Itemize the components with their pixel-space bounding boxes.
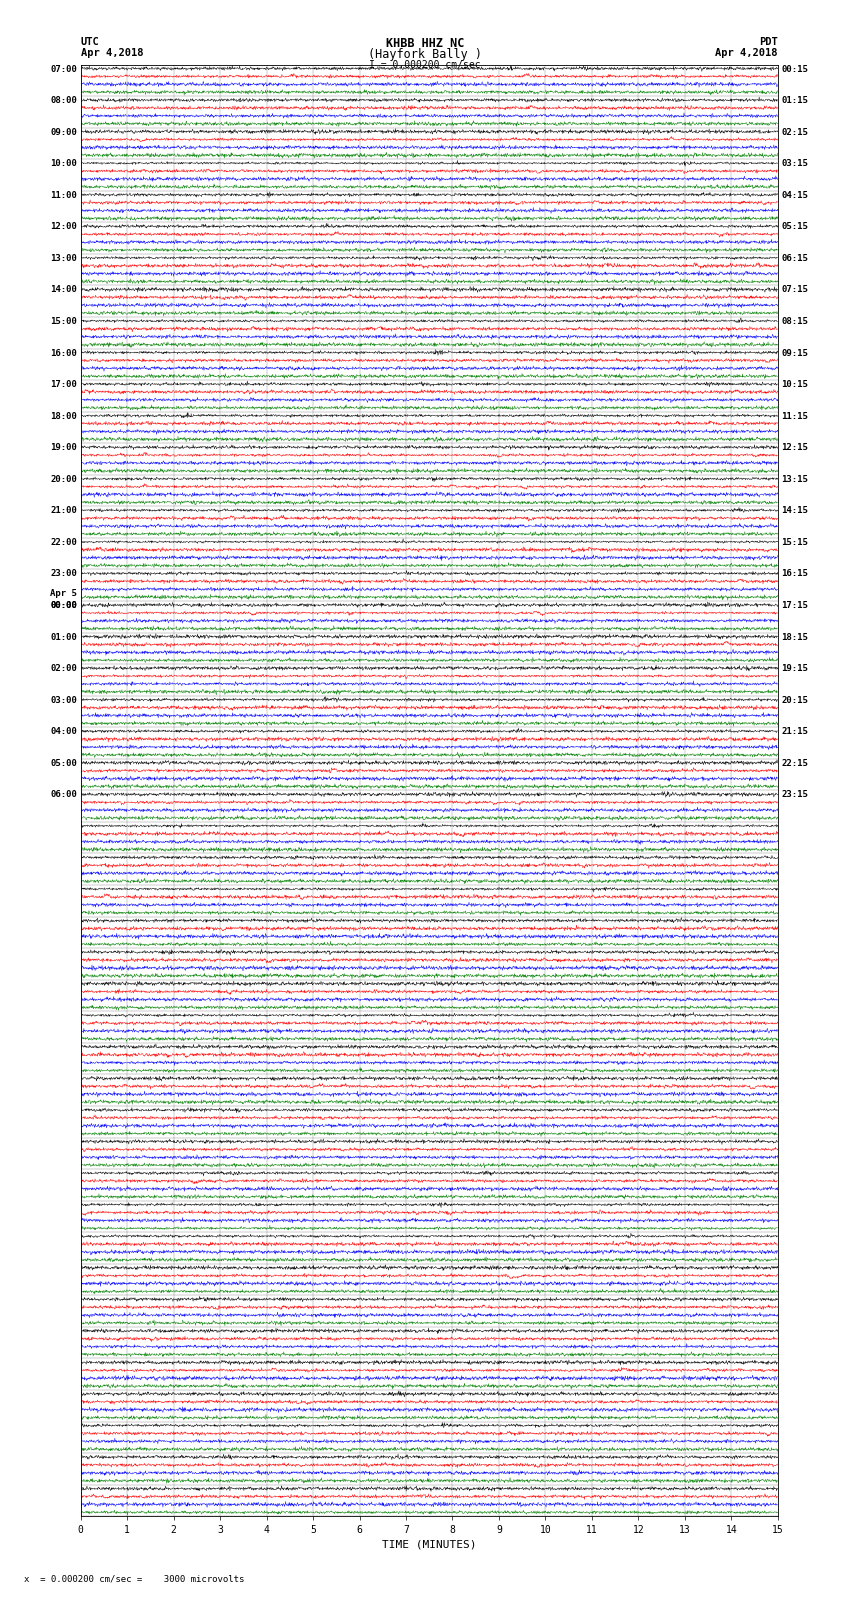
Text: Apr 4,2018: Apr 4,2018: [81, 48, 144, 58]
Text: 14:00: 14:00: [50, 286, 77, 295]
Text: 00:00: 00:00: [50, 602, 77, 610]
Text: 16:15: 16:15: [781, 569, 808, 579]
Text: Apr 5: Apr 5: [50, 589, 77, 598]
Text: 13:00: 13:00: [50, 253, 77, 263]
Text: 01:15: 01:15: [781, 97, 808, 105]
Text: 09:15: 09:15: [781, 348, 808, 358]
Text: 07:15: 07:15: [781, 286, 808, 295]
Text: 00:15: 00:15: [781, 65, 808, 74]
Text: 03:00: 03:00: [50, 695, 77, 705]
Text: 01:00: 01:00: [50, 632, 77, 642]
Text: 11:00: 11:00: [50, 190, 77, 200]
Text: 17:15: 17:15: [781, 602, 808, 610]
Text: PDT: PDT: [759, 37, 778, 47]
Text: 21:00: 21:00: [50, 506, 77, 515]
Text: 04:15: 04:15: [781, 190, 808, 200]
Text: 07:00: 07:00: [50, 65, 77, 74]
Text: 00:00: 00:00: [50, 602, 77, 610]
Text: Apr 4,2018: Apr 4,2018: [715, 48, 778, 58]
Text: 21:15: 21:15: [781, 727, 808, 736]
Text: 10:15: 10:15: [781, 381, 808, 389]
Text: 06:00: 06:00: [50, 790, 77, 800]
Text: KHBB HHZ NC: KHBB HHZ NC: [386, 37, 464, 50]
Text: I = 0.000200 cm/sec: I = 0.000200 cm/sec: [369, 60, 481, 69]
Text: x  = 0.000200 cm/sec =    3000 microvolts: x = 0.000200 cm/sec = 3000 microvolts: [24, 1574, 245, 1584]
Text: 08:15: 08:15: [781, 318, 808, 326]
Text: 22:15: 22:15: [781, 758, 808, 768]
Text: 14:15: 14:15: [781, 506, 808, 515]
Text: 11:15: 11:15: [781, 411, 808, 421]
Text: 15:15: 15:15: [781, 537, 808, 547]
Text: 19:15: 19:15: [781, 665, 808, 673]
Text: 20:00: 20:00: [50, 474, 77, 484]
Text: 10:00: 10:00: [50, 160, 77, 168]
Text: (Hayfork Bally ): (Hayfork Bally ): [368, 48, 482, 61]
Text: 08:00: 08:00: [50, 97, 77, 105]
Text: 16:00: 16:00: [50, 348, 77, 358]
Text: 06:15: 06:15: [781, 253, 808, 263]
Text: 03:15: 03:15: [781, 160, 808, 168]
Text: 18:00: 18:00: [50, 411, 77, 421]
Text: 23:15: 23:15: [781, 790, 808, 800]
Text: 05:00: 05:00: [50, 758, 77, 768]
Text: 02:15: 02:15: [781, 127, 808, 137]
Text: 12:00: 12:00: [50, 223, 77, 231]
Text: 17:00: 17:00: [50, 381, 77, 389]
Text: 20:15: 20:15: [781, 695, 808, 705]
Text: 19:00: 19:00: [50, 444, 77, 452]
Text: 09:00: 09:00: [50, 127, 77, 137]
X-axis label: TIME (MINUTES): TIME (MINUTES): [382, 1539, 477, 1550]
Text: 05:15: 05:15: [781, 223, 808, 231]
Text: 13:15: 13:15: [781, 474, 808, 484]
Text: 15:00: 15:00: [50, 318, 77, 326]
Text: 23:00: 23:00: [50, 569, 77, 579]
Text: 02:00: 02:00: [50, 665, 77, 673]
Text: UTC: UTC: [81, 37, 99, 47]
Text: 04:00: 04:00: [50, 727, 77, 736]
Text: 18:15: 18:15: [781, 632, 808, 642]
Text: 22:00: 22:00: [50, 537, 77, 547]
Text: 12:15: 12:15: [781, 444, 808, 452]
